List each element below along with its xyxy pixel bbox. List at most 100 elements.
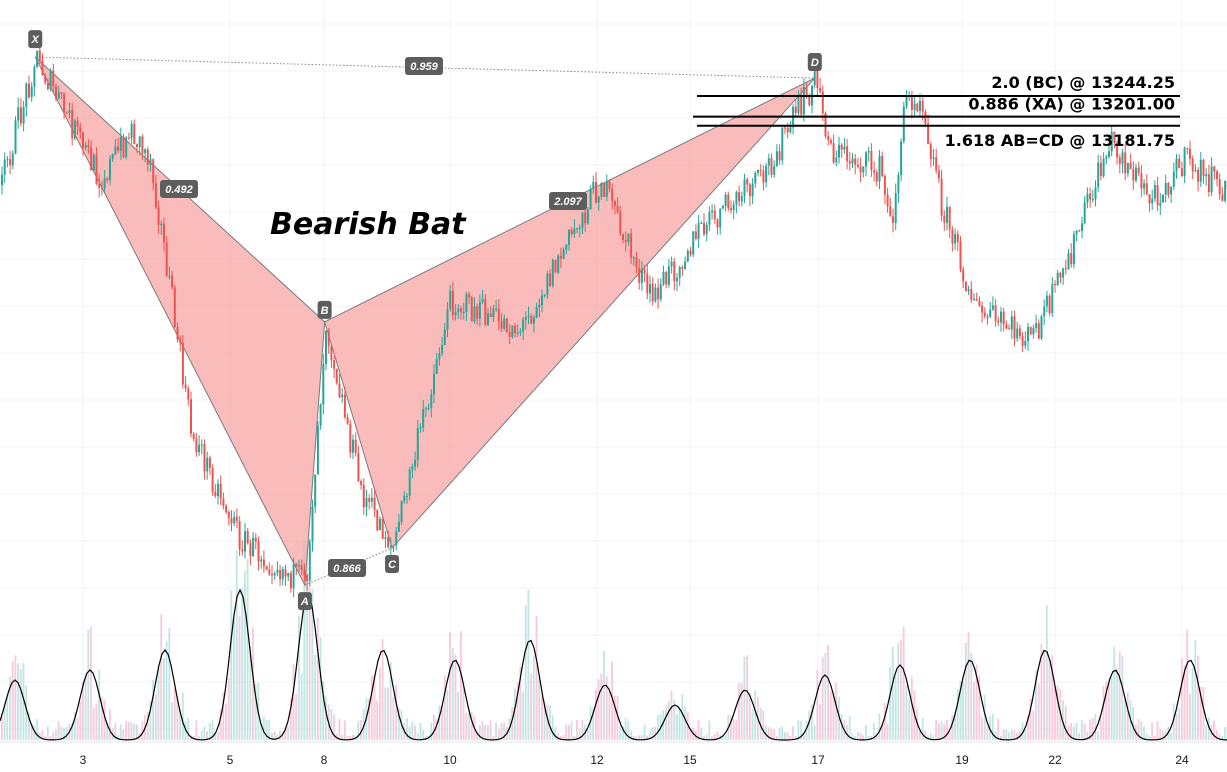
candle-body bbox=[333, 360, 336, 369]
volume-bar bbox=[1037, 683, 1040, 740]
x-tick-label: 19 bbox=[955, 753, 969, 767]
volume-bar bbox=[1002, 729, 1005, 740]
candle-body bbox=[230, 518, 233, 524]
candle bbox=[241, 540, 244, 556]
candle-body bbox=[271, 574, 273, 576]
candle-body bbox=[1016, 328, 1019, 339]
candle bbox=[951, 226, 954, 252]
candle bbox=[1210, 157, 1213, 196]
candle bbox=[1191, 155, 1194, 180]
volume-bar bbox=[1126, 692, 1129, 740]
candle bbox=[454, 304, 457, 321]
candle-body bbox=[578, 227, 581, 229]
candle bbox=[497, 299, 500, 331]
volume-bar bbox=[708, 720, 711, 740]
candle bbox=[659, 278, 662, 302]
candle-body bbox=[748, 184, 751, 197]
candle bbox=[762, 165, 765, 191]
candle bbox=[597, 195, 600, 211]
volume-bar bbox=[651, 727, 654, 740]
volume-bar bbox=[670, 690, 673, 740]
point-label-c-text: C bbox=[388, 559, 397, 571]
candle-body bbox=[1224, 180, 1227, 201]
volume-bar bbox=[1110, 677, 1113, 740]
volume-bar bbox=[632, 736, 635, 740]
volume-bar bbox=[392, 696, 395, 740]
candle bbox=[746, 177, 749, 193]
volume-bar bbox=[986, 726, 989, 740]
volume-bar bbox=[1199, 687, 1202, 740]
candle bbox=[6, 156, 9, 168]
candle bbox=[738, 185, 741, 207]
candle-body bbox=[859, 166, 862, 173]
volume-bar bbox=[160, 614, 163, 740]
candle bbox=[1113, 131, 1116, 149]
candle-body bbox=[746, 179, 749, 185]
candle-body bbox=[11, 153, 14, 166]
bat-pattern[interactable] bbox=[34, 56, 816, 587]
candle-body bbox=[106, 178, 109, 181]
candle-body bbox=[781, 127, 784, 161]
candle bbox=[257, 536, 260, 571]
candle-body bbox=[1054, 284, 1056, 286]
candle bbox=[416, 419, 419, 468]
volume-bar bbox=[387, 687, 389, 740]
candle bbox=[25, 82, 28, 117]
volume-bar bbox=[538, 675, 541, 740]
candle-body bbox=[975, 299, 978, 301]
volume-bar bbox=[103, 700, 106, 740]
candle-body bbox=[516, 332, 519, 334]
candle-body bbox=[735, 192, 738, 205]
volume-bar bbox=[1178, 707, 1180, 740]
volume-bar bbox=[789, 736, 792, 740]
volume-bar bbox=[260, 723, 262, 740]
candle bbox=[708, 206, 711, 232]
volume-bar bbox=[71, 723, 73, 740]
volume-bar bbox=[465, 712, 468, 740]
candle bbox=[338, 374, 341, 398]
volume-bar bbox=[1213, 720, 1216, 740]
candle-body bbox=[1137, 167, 1140, 174]
candle bbox=[1, 166, 3, 195]
volume-bar bbox=[1180, 657, 1183, 740]
candle bbox=[387, 530, 390, 549]
volume-bar bbox=[38, 733, 41, 740]
volume-bar bbox=[530, 673, 532, 740]
volume-bar bbox=[665, 706, 667, 740]
candle bbox=[1097, 154, 1100, 193]
candle bbox=[673, 257, 676, 291]
candle-body bbox=[937, 170, 940, 179]
volume-bar bbox=[516, 682, 519, 740]
candle-body bbox=[49, 70, 52, 89]
volume-bar bbox=[1194, 640, 1197, 740]
fib-levels[interactable]: 2.0 (BC) @ 13244.25 0.886 (XA) @ 13201.00… bbox=[693, 73, 1180, 150]
candle-body bbox=[627, 233, 630, 242]
candle bbox=[119, 127, 122, 160]
volume-bar bbox=[411, 721, 414, 740]
candle-body bbox=[689, 250, 692, 255]
candle bbox=[640, 261, 643, 291]
candle bbox=[611, 183, 614, 210]
volume-bar bbox=[929, 733, 932, 740]
candle-body bbox=[946, 206, 948, 223]
candle bbox=[44, 73, 47, 85]
candle bbox=[676, 273, 678, 292]
volume-bar bbox=[921, 718, 924, 740]
candle-body bbox=[1129, 162, 1132, 170]
pattern-title: Bearish Bat bbox=[270, 207, 467, 242]
candle bbox=[341, 388, 344, 403]
candle-body bbox=[25, 83, 28, 107]
candle bbox=[419, 423, 422, 433]
volume-bar bbox=[835, 682, 838, 740]
candle-body bbox=[935, 157, 938, 171]
candle bbox=[1197, 167, 1200, 192]
volume-bar bbox=[57, 721, 60, 740]
volume-bar bbox=[781, 726, 784, 740]
pattern-labels: X A B C D 0.959 0.492 0.866 2.097 bbox=[28, 30, 822, 611]
candle bbox=[535, 302, 538, 319]
candle-body bbox=[883, 175, 886, 195]
volume-bar bbox=[292, 663, 295, 740]
volume-bar bbox=[1159, 729, 1162, 740]
volume-bar bbox=[308, 585, 311, 740]
